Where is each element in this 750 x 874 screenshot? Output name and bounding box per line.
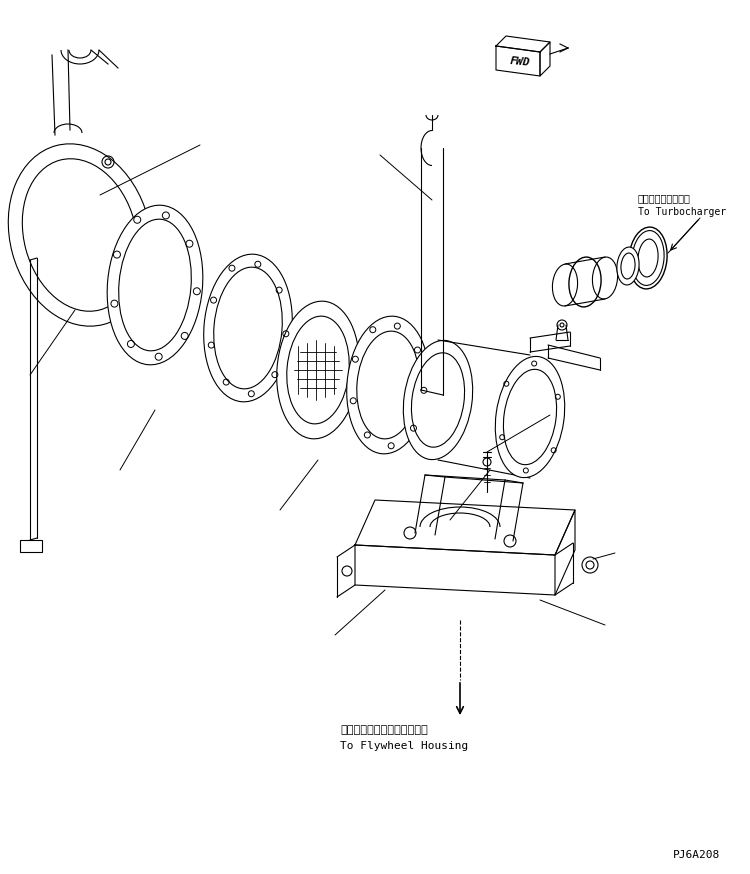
Text: PJ6A208: PJ6A208 <box>673 850 720 860</box>
Ellipse shape <box>495 357 565 477</box>
Text: ターボチャージャヘ: ターボチャージャヘ <box>638 193 691 203</box>
Ellipse shape <box>346 316 429 454</box>
Ellipse shape <box>107 205 202 364</box>
Text: フライホイールハウジングヘ: フライホイールハウジングヘ <box>340 725 427 735</box>
Ellipse shape <box>204 254 292 402</box>
Ellipse shape <box>553 264 578 306</box>
Ellipse shape <box>286 316 350 424</box>
Ellipse shape <box>592 257 617 299</box>
Text: To Flywheel Housing: To Flywheel Housing <box>340 741 468 751</box>
Text: FWD: FWD <box>509 56 530 68</box>
Bar <box>20 540 42 552</box>
Ellipse shape <box>617 247 639 285</box>
Ellipse shape <box>8 144 152 326</box>
Ellipse shape <box>632 231 664 286</box>
Ellipse shape <box>404 340 472 460</box>
Ellipse shape <box>277 302 359 439</box>
Text: To Turbocharger: To Turbocharger <box>638 207 726 217</box>
